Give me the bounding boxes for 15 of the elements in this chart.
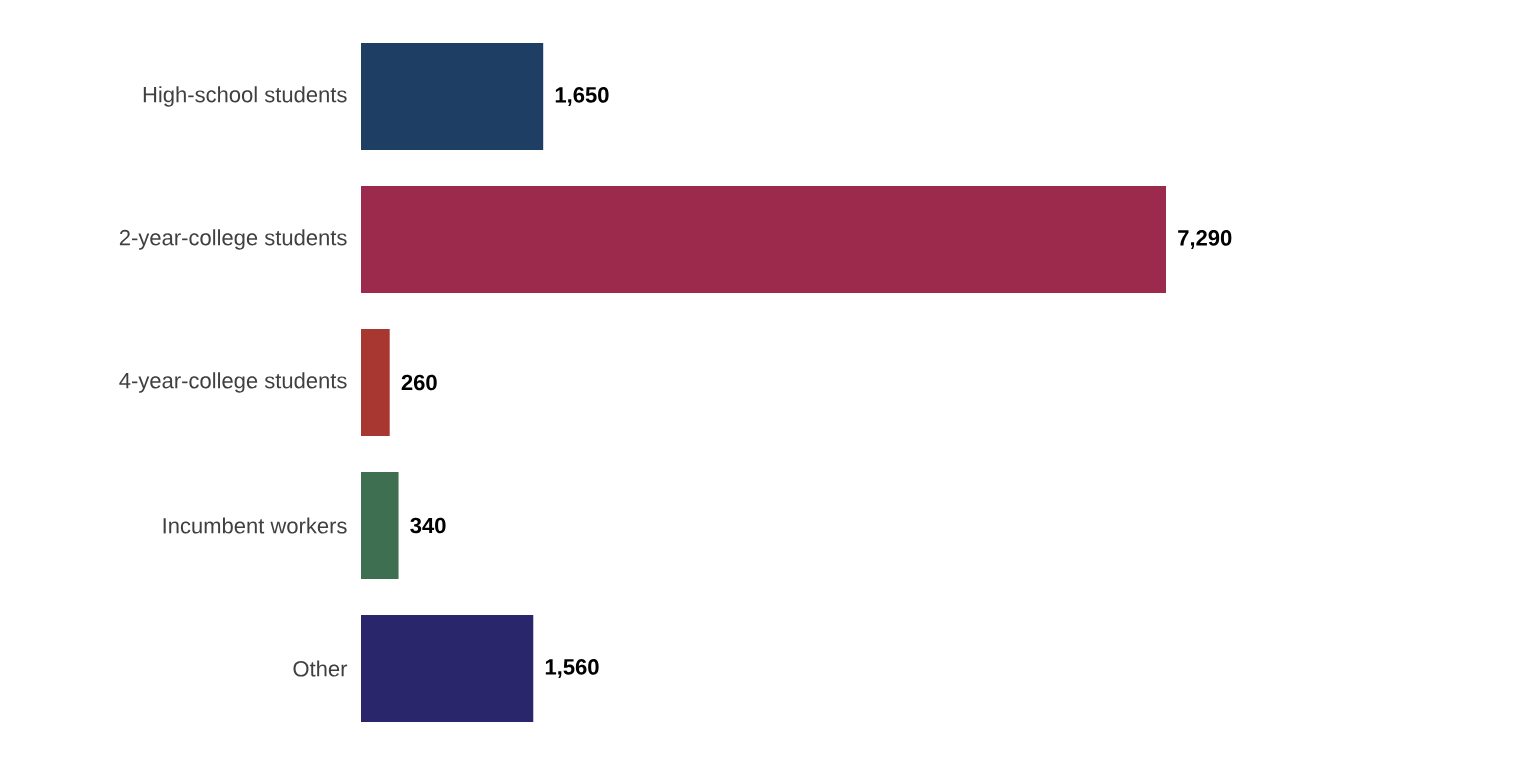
data-label: 340 — [410, 517, 446, 534]
y-tick-label: Other — [293, 660, 348, 677]
y-tick-label: 4-year-college students — [119, 372, 347, 393]
data-label: 260 — [401, 374, 437, 391]
y-tick-label: Incumbent workers — [163, 517, 347, 534]
bar — [361, 43, 544, 150]
y-tick-label: 2-year-college students — [119, 229, 347, 250]
data-label: 1,560 — [545, 659, 599, 678]
bar — [361, 472, 399, 580]
bar — [361, 329, 390, 437]
y-tick-label: High-school students — [143, 86, 347, 107]
data-label: 1,650 — [555, 87, 609, 106]
bar — [361, 615, 534, 723]
bar — [361, 186, 1167, 294]
data-label: 7,290 — [1178, 230, 1232, 249]
